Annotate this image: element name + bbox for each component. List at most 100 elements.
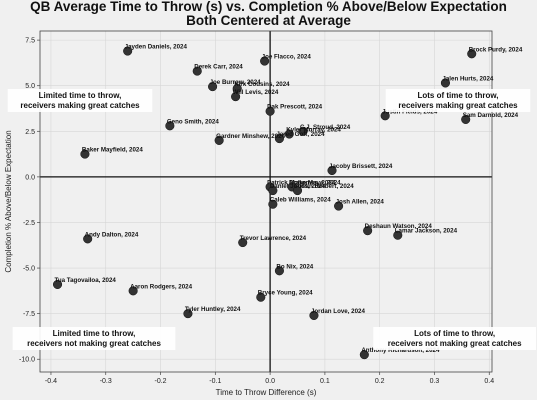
point-label: Andy Dalton, 2024 — [85, 231, 139, 238]
data-point: Baker Mayfield, 2024 — [80, 147, 143, 159]
x-axis-ticks: -0.4 -0.3 -0.2 -0.1 0.0 0.1 0.2 0.3 0.4 — [45, 372, 494, 385]
point-marker — [268, 186, 278, 196]
point-marker — [380, 111, 390, 121]
point-label: Anthony Richardson, 2024 — [361, 347, 440, 354]
annotation-line: Lots of time to throw, — [417, 91, 498, 100]
data-point: Joe Burrow, 2024 — [208, 79, 262, 92]
x-tick-label: 0.4 — [484, 378, 494, 385]
annotation-line: receivers making great catches — [20, 101, 140, 110]
point-label: Drake Maye, 2024 — [289, 179, 341, 186]
point-label: Jared Goff, 2024 — [276, 131, 325, 138]
point-marker — [298, 126, 308, 136]
point-label: Caleb Williams, 2024 — [270, 197, 331, 204]
point-marker — [183, 309, 193, 319]
quadrant-annotation-top-left: Limited time to throw,receivers making g… — [7, 89, 153, 112]
point-label: Trevor Lawrence, 2024 — [240, 235, 307, 242]
point-marker — [461, 114, 471, 124]
x-tick-label: 0.3 — [430, 378, 440, 385]
y-tick-label: -2.5 — [23, 220, 35, 227]
point-label: Brock Purdy, 2024 — [469, 46, 523, 53]
point-label: Deshaun Watson, 2024 — [365, 223, 433, 230]
x-tick-label: 0.2 — [375, 378, 385, 385]
point-label: Tyler Huntley, 2024 — [185, 306, 241, 313]
point-marker — [238, 237, 248, 248]
point-marker — [274, 134, 284, 144]
x-tick-label: 0.0 — [265, 378, 275, 385]
point-marker — [363, 226, 373, 236]
point-label: Tua Tagovailoa, 2024 — [55, 277, 117, 284]
y-tick-label: -5.0 — [23, 266, 35, 273]
data-point: Jacoby Brissett, 2024 — [327, 163, 393, 176]
point-marker — [440, 78, 450, 88]
data-point: C.J. Stroud, 2024 — [298, 124, 351, 136]
annotation-line: receivers making great catches — [398, 101, 518, 110]
point-marker — [52, 279, 63, 290]
annotation-line: Limited time to throw, — [39, 91, 122, 100]
point-marker — [393, 230, 403, 240]
point-marker — [80, 149, 90, 159]
point-marker — [165, 121, 175, 131]
y-tick-label: 7.5 — [25, 38, 35, 45]
annotation-line: Limited time to throw, — [53, 329, 136, 338]
annotation-box — [373, 327, 536, 350]
point-label: Kirk Cousins, 2024 — [234, 81, 290, 88]
x-tick-label: -0.1 — [209, 378, 221, 385]
quadrant-annotation-bottom-right: Lots of time to throw,receivers not maki… — [373, 327, 536, 350]
data-point: Jayden Daniels, 2024 — [123, 44, 187, 56]
point-marker — [192, 66, 202, 76]
data-point: Jalen Hurts, 2024 — [440, 75, 494, 88]
x-tick-label: -0.2 — [155, 378, 167, 385]
point-label: Josh Allen, 2024 — [336, 199, 385, 206]
data-point: Bo Nix, 2024 — [274, 263, 314, 276]
point-label: Kyler Murray, 2024 — [286, 127, 341, 134]
y-tick-label: 2.5 — [25, 129, 35, 136]
chart-title-block: QB Average Time to Throw (s) vs. Complet… — [0, 0, 537, 28]
quadrant-annotation-top-right: Lots of time to throw,receivers making g… — [385, 89, 531, 112]
annotation-line: receivers not making great catches — [27, 339, 161, 348]
point-marker — [265, 106, 275, 116]
annotation-line: receivers not making great catches — [388, 339, 522, 348]
annotation-box — [385, 89, 531, 112]
point-marker — [359, 350, 369, 360]
quadrant-annotations: Limited time to throw,receivers making g… — [7, 89, 536, 350]
data-point: Joe Flacco, 2024 — [260, 54, 311, 66]
point-marker — [309, 310, 319, 321]
data-point: Kyler Murray, 2024 — [284, 127, 341, 139]
annotation-box — [12, 327, 176, 350]
point-marker — [214, 135, 224, 145]
data-point: Josh Allen, 2024 — [334, 199, 384, 211]
point-label: Will Levis, 2024 — [233, 89, 279, 96]
point-marker — [327, 165, 337, 176]
point-marker — [208, 82, 218, 92]
point-label: Sam Darnold, 2024 — [463, 112, 519, 119]
point-label: Aaron Rodgers, 2024 — [130, 283, 192, 290]
point-label: Bo Nix, 2024 — [276, 263, 313, 270]
data-point: Anthony Richardson, 2024 — [359, 347, 440, 360]
grid-lines — [40, 31, 492, 372]
chart-subtitle: Both Centered at Average — [186, 13, 351, 28]
point-label: Geno Smith, 2024 — [167, 118, 219, 125]
point-label: Lamar Jackson, 2024 — [395, 228, 458, 235]
point-marker — [284, 129, 294, 139]
data-point: Lamar Jackson, 2024 — [393, 228, 458, 240]
chart-title: QB Average Time to Throw (s) vs. Complet… — [30, 0, 507, 14]
data-point: Brock Purdy, 2024 — [467, 46, 523, 59]
point-label: Jalen Hurts, 2024 — [442, 75, 493, 82]
data-point: Jared Goff, 2024 — [274, 131, 325, 144]
annotation-line: Lots of time to throw, — [414, 329, 495, 338]
data-point: Tua Tagovailoa, 2024 — [52, 277, 117, 290]
point-label: Joe Burrow, 2024 — [210, 79, 262, 86]
point-label: Jordan Love, 2024 — [311, 308, 366, 315]
x-tick-label: 0.1 — [320, 378, 330, 385]
point-marker — [83, 234, 93, 244]
point-marker — [467, 49, 477, 59]
point-label: Dak Prescott, 2024 — [267, 104, 323, 111]
point-label: Bryce Young, 2024 — [258, 290, 313, 297]
data-points: Jayden Daniels, 2024 Joe Flacco, 2024 Broc… — [52, 44, 523, 360]
data-point: Justin Herbert, 2024 — [292, 183, 354, 196]
y-tick-label: 5.0 — [25, 83, 35, 90]
point-marker — [256, 292, 266, 302]
point-label: Gardner Minshew, 2024 — [216, 133, 285, 140]
y-axis-label: Completion % Above/Below Expectation — [4, 130, 13, 272]
plot-frame — [39, 30, 493, 373]
